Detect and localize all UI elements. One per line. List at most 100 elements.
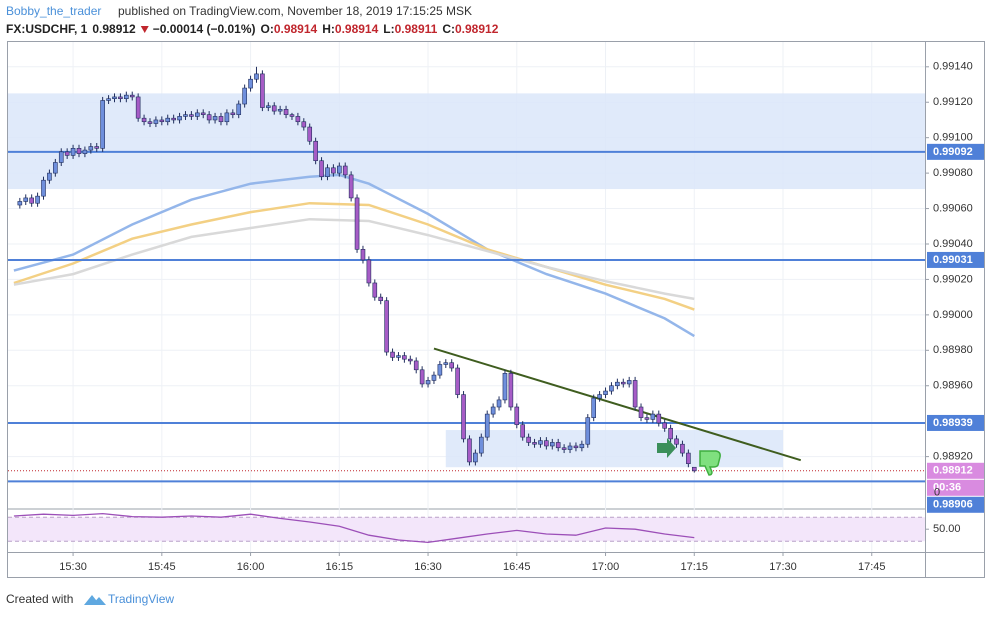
candle-body [76,148,82,154]
candle-body [159,119,165,123]
candle-body [378,296,384,301]
tv-logo [84,595,106,605]
candle-body [526,436,531,443]
candle-body [484,413,490,438]
candle-body [313,140,318,162]
candle-body [686,452,691,465]
candle-body [656,413,662,424]
level-label-box [927,496,984,513]
candle-body [23,197,29,202]
candle-body [425,380,431,385]
candle-body [473,452,478,463]
x-tick-label: 16:45 [503,561,531,573]
x-tick-label: 16:30 [414,561,442,573]
candle-body [106,98,111,101]
candle-body [53,162,58,174]
level-label-box [927,414,984,431]
candle-body [354,197,360,250]
y-tick-label: 0.98980 [933,344,973,356]
candle-body [603,390,608,395]
candle-body [283,109,289,115]
candle-body [650,413,656,420]
candle-body [58,151,64,163]
candle-body [118,96,123,99]
candle-body [544,440,549,447]
candle-body [609,385,614,392]
level-label: 0.99092 [933,146,973,158]
rsi-band [8,517,925,542]
x-tick-label: 17:30 [769,561,797,573]
candle-body [532,442,537,445]
candle-body [289,114,295,117]
candle-body [443,362,449,365]
candle-body [402,355,407,360]
candle-body [615,381,620,387]
ohlc-value: 0.98914 [274,22,318,36]
y-tick-label: 0.99100 [933,132,973,144]
candle-body [248,78,253,89]
footer-brand[interactable]: TradingView [108,592,174,606]
axis-stub: 0 [934,487,940,499]
candle-body [242,87,247,105]
candle-body [407,358,413,362]
x-tick-label: 16:00 [237,561,265,573]
x-tick-label: 17:00 [592,561,620,573]
candle-body [579,443,585,449]
candle-body [496,399,502,408]
candle-body [514,406,520,426]
x-tick-label: 16:15 [326,561,354,573]
candle-body [331,167,336,174]
moving-average [13,201,695,311]
ohlc-key: C: [442,22,455,36]
ohlc-value: 0.98911 [395,22,438,36]
candle-body [200,112,206,115]
ohlc-key: H: [322,22,335,36]
candle-body [218,116,224,123]
candle-body [591,397,596,418]
ohlc-value: 0.98914 [335,22,379,36]
candle-body [366,259,372,284]
candle-body [567,445,573,450]
rsi-line [13,512,695,544]
y-tick-label: 0.99140 [933,61,973,73]
candle-body [301,121,307,128]
change: −0.00014 (−0.01%) [153,22,256,36]
candle-body [520,424,526,438]
candle-body [668,427,673,440]
legend: FX:USDCHF, 1 0.98912 −0.00014 (−0.01%) O: 0.… [6,22,499,36]
candle-body [585,417,591,445]
candle-body [236,103,242,115]
level-label-box [927,143,984,160]
zone [445,430,784,468]
candle-body [135,96,141,119]
thumbs-down-icon [699,450,721,476]
candle-body [325,167,330,177]
candle-body [47,172,52,181]
candle-body [626,380,632,385]
candle-body [124,94,129,99]
x-tick-label: 15:30 [59,561,87,573]
candle-body [337,165,342,174]
trendline [433,347,802,462]
candle-body [384,300,389,353]
candle-body [254,73,259,80]
candle-body [437,364,443,376]
arrow-icon [657,438,676,458]
candle-body [390,351,395,358]
candle-body [70,148,76,156]
moving-average [13,173,695,338]
last-price: 0.98912 [92,22,136,36]
candle-body [64,151,70,156]
candle-body [348,174,354,199]
candle-body [153,119,159,124]
candle-body [206,114,212,121]
candle-body [183,114,188,117]
candle-body [165,117,171,123]
candle-body [295,116,301,123]
ohlc-value: 0.98912 [455,22,499,36]
author[interactable]: Bobby_the_trader [6,4,101,18]
candle-body [41,179,46,197]
countdown-label-box [927,479,984,496]
candle-body [129,94,135,98]
candle-body [17,201,23,206]
